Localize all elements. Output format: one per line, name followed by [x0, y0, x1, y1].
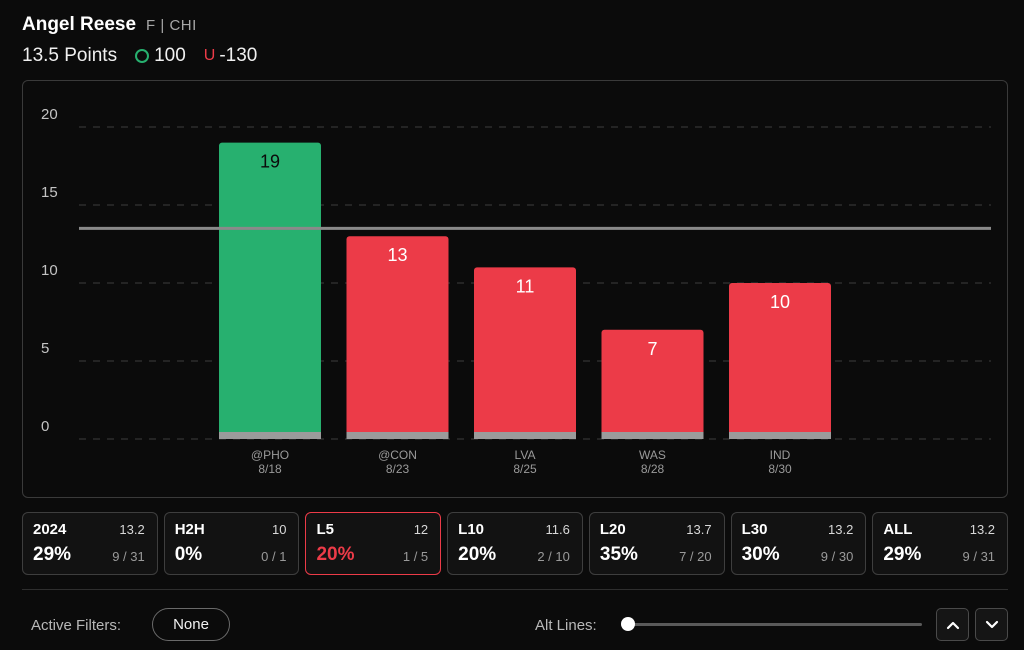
y-tick-label: 5	[41, 340, 49, 357]
chevron-up-icon	[946, 621, 959, 629]
bar-baseline-segment	[219, 432, 321, 439]
split-hit-rate: 35%	[599, 544, 638, 565]
x-category-label: @PHO	[251, 448, 289, 462]
alt-lines-slider-track[interactable]	[628, 623, 922, 626]
split-hit-count: 0 / 1	[261, 549, 287, 564]
bar-at-pho[interactable]	[219, 142, 321, 439]
x-date-label: 8/23	[386, 462, 410, 476]
split-average: 11.6	[545, 522, 570, 537]
split-card-h2h[interactable]: H2H 10 0% 0 / 1	[163, 512, 300, 575]
x-date-label: 8/25	[513, 462, 537, 476]
split-average: 13.2	[969, 522, 996, 537]
split-average: 13.2	[828, 522, 854, 537]
x-category-label: IND	[770, 448, 791, 462]
split-card-2024[interactable]: 2024 13.2 29% 9 / 31	[22, 512, 158, 575]
x-date-label: 8/30	[768, 462, 792, 476]
y-tick-label: 10	[41, 262, 58, 279]
active-filters-label: Active Filters:	[31, 617, 122, 634]
line-down-button[interactable]	[975, 608, 1008, 641]
split-hit-rate: 30%	[741, 544, 780, 565]
split-hit-count: 9 / 31	[962, 549, 996, 564]
split-card-l20[interactable]: L20 13.7 35% 7 / 20	[588, 512, 725, 575]
bar-value-label: 7	[647, 339, 657, 359]
x-category-label: LVA	[515, 448, 536, 462]
bar-was[interactable]	[601, 329, 704, 439]
x-date-label: 8/28	[641, 462, 665, 476]
split-label: H2H	[174, 521, 205, 538]
alt-lines-slider-thumb[interactable]	[621, 617, 635, 631]
line-up-button[interactable]	[936, 608, 969, 641]
player-header: Angel Reese F | CHI 13.5 Points 100 U -1…	[22, 14, 257, 67]
divider	[22, 589, 1008, 590]
bar-value-label: 13	[387, 245, 407, 265]
split-label: L20	[599, 521, 626, 538]
split-label: L10	[458, 521, 485, 538]
active-filters-button[interactable]: None	[152, 608, 230, 641]
prop-line-row: 13.5 Points 100 U -130	[22, 45, 257, 67]
split-hit-count: 7 / 20	[679, 549, 712, 564]
game-log-chart: 0 5 10 15 20 19 @PHO 8/18 13 @CON 8/23 11 LVA 8/25 7 WA…	[22, 80, 1008, 498]
split-label: 2024	[33, 521, 67, 538]
split-average: 13.7	[686, 522, 712, 537]
bar-baseline-segment	[346, 432, 449, 439]
bar-value-label: 11	[516, 276, 535, 296]
split-hit-rate: 20%	[458, 544, 497, 565]
split-hit-count: 9 / 31	[112, 549, 145, 564]
split-average: 13.2	[119, 522, 145, 537]
split-card-l5[interactable]: L5 12 20% 1 / 5	[305, 512, 442, 575]
bar-baseline-segment	[729, 432, 831, 439]
under-icon: U	[203, 47, 216, 64]
split-card-l30[interactable]: L30 13.2 30% 9 / 30	[730, 512, 867, 575]
split-hit-rate: 0%	[174, 544, 203, 565]
bar-value-label: 10	[770, 292, 790, 312]
split-hit-rate: 29%	[33, 544, 72, 565]
bar-baseline-segment	[474, 432, 576, 439]
split-label: L5	[316, 521, 334, 538]
split-average: 12	[413, 522, 429, 537]
player-name: Angel Reese	[22, 14, 137, 35]
split-card-l10[interactable]: L10 11.6 20% 2 / 10	[447, 512, 583, 575]
y-tick-label: 20	[41, 106, 58, 123]
y-tick-label: 0	[41, 418, 49, 435]
bar-ind[interactable]	[729, 283, 831, 439]
split-average: 10	[271, 522, 287, 537]
split-stats-row: 2024 13.2 29% 9 / 31 H2H 10 0% 0 / 1 L5 12 20% 1 / …	[22, 512, 1009, 575]
alt-lines-label: Alt Lines:	[535, 617, 597, 634]
under-odds: -130	[219, 45, 258, 66]
bar-baseline-segment	[601, 432, 704, 439]
split-hit-count: 9 / 30	[820, 549, 854, 564]
split-card-all[interactable]: ALL 13.2 29% 9 / 31	[872, 512, 1009, 575]
bar-value-label: 19	[260, 152, 280, 172]
x-date-label: 8/18	[258, 462, 282, 476]
prop-line-label: 13.5 Points	[22, 45, 118, 66]
bar-at-con[interactable]	[346, 236, 449, 439]
split-label: ALL	[883, 521, 913, 538]
bar-lva[interactable]	[474, 267, 576, 439]
x-category-label: @CON	[378, 448, 417, 462]
split-hit-rate: 20%	[316, 544, 355, 565]
split-label: L30	[741, 521, 768, 538]
y-tick-label: 15	[41, 184, 58, 201]
over-odds: 100	[154, 45, 186, 66]
x-category-label: WAS	[639, 448, 666, 462]
player-position-team: F | CHI	[146, 17, 197, 34]
name-row: Angel Reese F | CHI	[22, 14, 257, 36]
chevron-down-icon	[985, 620, 998, 628]
split-hit-rate: 29%	[883, 544, 922, 565]
over-icon	[135, 49, 150, 63]
split-hit-count: 2 / 10	[537, 549, 570, 564]
split-hit-count: 1 / 5	[402, 549, 429, 564]
